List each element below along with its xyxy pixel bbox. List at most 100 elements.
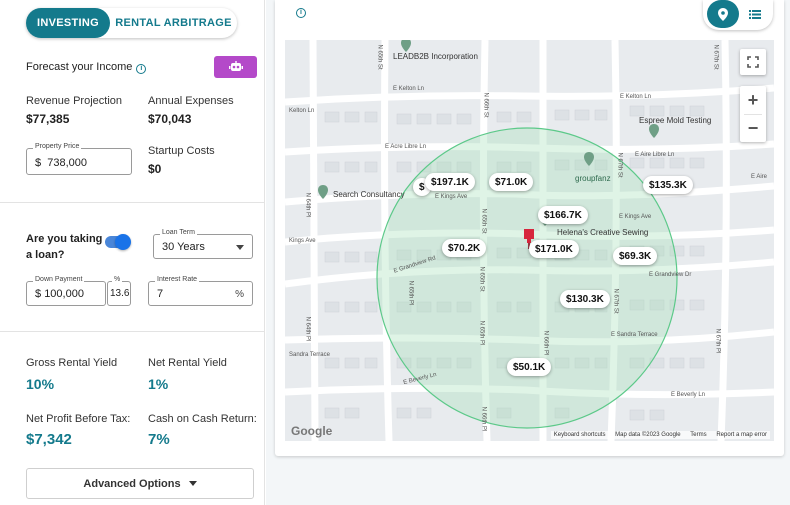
loan-term-label: Loan Term	[160, 229, 197, 236]
street-label: E Acre Libre Ln	[385, 144, 427, 150]
street-label: E Beverly Ln	[671, 392, 706, 398]
loan-question: Are you taking a loan?	[26, 231, 102, 263]
map-view-button[interactable]	[707, 0, 739, 28]
zoom-in-button[interactable]: +	[747, 89, 759, 110]
street-label: N 66th St	[482, 92, 489, 118]
mode-investing-button[interactable]: INVESTING	[26, 8, 110, 38]
google-logo[interactable]: Google	[291, 424, 333, 438]
annual-expenses-value: $70,043	[148, 112, 192, 126]
street-label: Kelton Ln	[289, 108, 315, 114]
price-marker[interactable]: $69.3K	[613, 247, 658, 265]
street-label: N 65th St	[376, 44, 383, 70]
street-label: E Aire Libre Ln	[635, 152, 675, 158]
street-label: E Aire	[751, 174, 768, 180]
zoom-divider	[744, 114, 762, 115]
down-payment-percent-field[interactable]: % 13.6	[107, 276, 131, 306]
street-label: Kings Ave	[289, 238, 316, 244]
street-label: N 65th St	[478, 266, 485, 292]
property-price-label: Property Price	[33, 143, 82, 150]
keyboard-shortcuts-link[interactable]: Keyboard shortcuts	[553, 432, 606, 438]
street-label: N 65th Pl	[407, 280, 414, 306]
loan-toggle-switch[interactable]	[105, 234, 131, 250]
report-error-link[interactable]: Report a map error	[716, 432, 767, 438]
gross-yield-value: 10%	[26, 376, 55, 392]
ai-assistant-button[interactable]	[214, 56, 257, 78]
loan-question-line2: a loan?	[26, 249, 65, 261]
property-price-value: $ 738,000	[35, 157, 87, 169]
mode-rental-arbitrage-button[interactable]: RENTAL ARBITRAGE	[115, 17, 232, 29]
switch-knob	[115, 234, 131, 250]
terms-link[interactable]: Terms	[690, 432, 707, 438]
gross-yield-label: Gross Rental Yield	[26, 357, 118, 369]
street-label: N 66th Pl	[480, 406, 487, 432]
street-label: N 66th Pl	[542, 330, 549, 356]
property-price-field[interactable]: Property Price $ 738,000	[26, 143, 132, 175]
info-icon[interactable]: i	[296, 8, 306, 18]
street-label: E Kings Ave	[619, 214, 652, 220]
price-marker[interactable]: $135.3K	[643, 176, 693, 194]
startup-costs-value: $0	[148, 162, 162, 176]
down-payment-label: Down Payment	[33, 276, 85, 283]
net-profit-label: Net Profit Before Tax:	[26, 413, 131, 425]
forecast-title: Forecast your Income	[26, 61, 133, 73]
robot-icon	[228, 61, 243, 71]
interest-rate-field[interactable]: Interest Rate 7 %	[148, 276, 253, 306]
street-label: E Kelton Ln	[620, 94, 652, 100]
street-label: E Kelton Ln	[393, 86, 425, 92]
zoom-control: + −	[740, 86, 766, 142]
list-icon	[749, 9, 761, 19]
poi-label[interactable]: Espree Mold Testing	[639, 116, 712, 125]
advanced-options-label: Advanced Options	[83, 477, 181, 490]
advanced-options-button[interactable]: Advanced Options	[26, 468, 254, 499]
street-label: N 64th Pl	[304, 192, 311, 218]
street-label: Sandra Terrace	[289, 352, 330, 358]
net-yield-value: 1%	[148, 376, 169, 392]
price-marker[interactable]: $130.3K	[560, 290, 610, 308]
loan-term-select[interactable]: Loan Term 30 Years	[153, 229, 253, 259]
info-icon[interactable]: i	[136, 64, 147, 74]
price-marker[interactable]: $171.0K	[529, 240, 579, 258]
down-payment-field[interactable]: Down Payment $ 100,000	[26, 276, 106, 306]
property-map[interactable]: N 65th St N 67th St E Kelton Ln Kelton L…	[285, 40, 774, 441]
view-toggle	[703, 0, 773, 30]
interest-rate-suffix: %	[235, 289, 244, 300]
map-data-text: Map data ©2023 Google	[615, 432, 681, 438]
down-payment-percent-value: 13.6	[110, 288, 130, 299]
property-price-amount: 738,000	[47, 157, 88, 169]
price-marker[interactable]: $71.0K	[489, 173, 534, 191]
loan-term-value: 30 Years	[162, 241, 205, 253]
section-divider	[0, 331, 265, 332]
down-payment-amount: 100,000	[44, 288, 84, 300]
annual-expenses-label: Annual Expenses	[148, 95, 234, 107]
map-tiles	[285, 40, 774, 441]
poi-label[interactable]: LEADB2B Incorporation	[393, 52, 478, 61]
zoom-out-button[interactable]: −	[747, 118, 759, 138]
poi-label[interactable]: groupfanz	[575, 174, 611, 183]
street-label: N 64th Pl	[304, 316, 311, 342]
street-label: N 67th St	[612, 288, 619, 314]
currency-prefix: $	[35, 288, 42, 300]
map-attribution: Keyboard shortcuts Map data ©2023 Google…	[550, 431, 770, 439]
fullscreen-button[interactable]	[740, 49, 766, 75]
net-profit-value: $7,342	[26, 431, 72, 448]
price-marker[interactable]: $166.7K	[538, 206, 588, 224]
price-marker[interactable]: $70.2K	[442, 239, 487, 257]
down-payment-value: $ 100,000	[35, 288, 84, 300]
poi-label[interactable]: Search Consultancy	[333, 190, 405, 199]
section-divider	[0, 202, 265, 203]
list-view-button[interactable]	[745, 6, 765, 22]
street-label: N 67th St	[616, 152, 623, 178]
street-label: E Grandview Dr	[649, 272, 692, 278]
mode-toggle: INVESTING RENTAL ARBITRAGE	[26, 8, 237, 38]
loan-question-line1: Are you taking	[26, 233, 103, 245]
street-label: N 67th St	[712, 44, 719, 70]
interest-rate-label: Interest Rate	[155, 276, 200, 283]
cash-on-cash-label: Cash on Cash Return:	[148, 413, 257, 425]
price-marker[interactable]: $197.1K	[425, 173, 475, 191]
poi-label[interactable]: Helena's Creative Sewing	[557, 228, 649, 237]
chevron-down-icon	[236, 245, 244, 250]
net-yield-label: Net Rental Yield	[148, 357, 227, 369]
price-marker[interactable]: $50.1K	[507, 358, 552, 376]
startup-costs-label: Startup Costs	[148, 145, 215, 157]
